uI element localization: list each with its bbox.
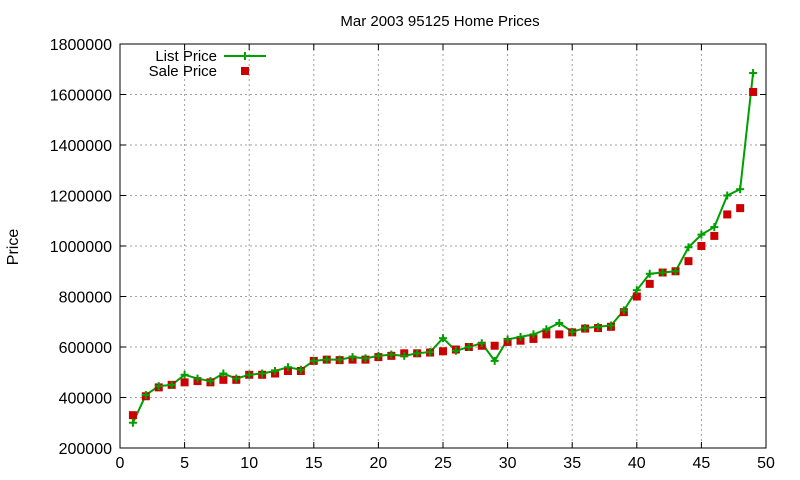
list-price-point	[594, 322, 603, 331]
list-price-point	[723, 191, 732, 200]
list-price-point	[309, 356, 318, 365]
list-price-point	[684, 243, 693, 252]
y-axis-label: Price	[5, 229, 22, 266]
list-price-point	[426, 348, 435, 357]
list-price-point	[477, 339, 486, 348]
sale-price-point	[180, 378, 189, 387]
list-price-point	[206, 377, 215, 386]
sale-price-point	[219, 375, 228, 384]
sale-price-point	[749, 87, 758, 96]
list-price-point	[736, 185, 745, 194]
legend-label-sale-price: Sale Price	[149, 63, 217, 80]
list-price-point	[322, 355, 331, 364]
sale-price-point	[542, 330, 551, 339]
sale-price-point	[684, 257, 693, 266]
list-price-point	[619, 306, 628, 315]
y-tick-label: 400000	[59, 391, 112, 408]
list-price-point	[749, 69, 758, 78]
y-tick-label: 1800000	[50, 37, 112, 54]
x-tick-label: 10	[240, 455, 258, 472]
legend-marker-sale-price-square	[241, 67, 249, 75]
list-price-point	[503, 335, 512, 344]
list-price-point	[154, 382, 163, 391]
x-tick-label: 30	[499, 455, 517, 472]
list-price-point	[141, 390, 150, 399]
sale-price-point	[439, 347, 447, 356]
legend-marker-sale-price	[241, 67, 249, 75]
list-price-point	[361, 354, 370, 363]
list-price-point	[658, 268, 667, 277]
list-price-point	[374, 351, 383, 360]
list-price-point	[387, 350, 396, 359]
list-price-point	[271, 366, 280, 375]
list-price-point	[516, 332, 525, 341]
list-price-point	[335, 355, 344, 364]
y-tick-label: 1200000	[50, 189, 112, 206]
list-price-point	[542, 325, 551, 334]
sale-price-point	[710, 231, 719, 240]
x-tick-label: 50	[757, 455, 775, 472]
x-tick-label: 25	[434, 455, 452, 472]
sale-price-point	[490, 341, 499, 350]
list-price-point	[245, 370, 254, 379]
list-price-point	[451, 346, 460, 355]
x-tick-label: 15	[305, 455, 323, 472]
sale-price-point	[697, 242, 706, 250]
x-tick-label: 45	[693, 455, 711, 472]
plot-area	[128, 69, 758, 427]
list-price-point	[568, 327, 577, 336]
sale-price-point	[632, 292, 641, 301]
list-price-point	[439, 334, 447, 343]
y-tick-label: 1400000	[50, 138, 112, 155]
legend-marker-list-price	[241, 52, 249, 60]
list-price-point	[529, 330, 538, 339]
list-price-point	[464, 343, 473, 351]
chart-title: Mar 2003 95125 Home Prices	[340, 13, 539, 30]
x-tick-label: 0	[116, 455, 125, 472]
list-price-point	[348, 353, 357, 362]
list-price-point	[413, 349, 422, 358]
list-price-point	[632, 286, 641, 295]
list-price-point	[193, 374, 202, 383]
sale-price-point	[128, 411, 137, 420]
list-price-point	[490, 356, 499, 365]
list-price-point	[296, 365, 305, 374]
list-price-point	[555, 319, 564, 328]
sale-price-point	[736, 204, 745, 213]
list-price-point	[645, 269, 654, 278]
list-price-point	[232, 374, 241, 383]
axes: 0 5 10 15 20 25 30 35 40 45 50 200000 400000 600000 80…	[50, 37, 775, 472]
list-price-point	[167, 380, 176, 389]
list-price-point	[219, 369, 228, 378]
legend-marker-list-price-plus	[241, 52, 249, 60]
sale-price-point	[555, 330, 564, 339]
y-tick-label: 600000	[59, 340, 112, 357]
legend-label-list-price: List Price	[155, 48, 217, 65]
list-price-point	[180, 370, 189, 379]
sale-price-point	[529, 334, 538, 343]
list-price-point	[258, 369, 267, 378]
x-tick-label: 20	[370, 455, 388, 472]
y-tick-label: 1600000	[50, 88, 112, 105]
sale-price-point	[723, 210, 732, 219]
list-price-point	[128, 418, 137, 427]
list-price-point	[697, 230, 706, 239]
list-price-point	[283, 363, 292, 372]
legend: List Price Sale Price	[149, 48, 266, 80]
list-price-point	[671, 267, 680, 276]
list-price-point	[581, 324, 590, 333]
list-price-point	[400, 351, 409, 360]
x-tick-label: 5	[180, 455, 189, 472]
y-tick-label: 200000	[59, 441, 112, 458]
x-tick-label: 40	[628, 455, 646, 472]
grid	[120, 44, 766, 448]
list-price-point	[710, 223, 719, 232]
sale-price-point	[645, 279, 654, 288]
x-tick-label: 35	[563, 455, 581, 472]
y-tick-label: 800000	[59, 290, 112, 307]
y-tick-label: 1000000	[50, 239, 112, 256]
list-price-point	[606, 321, 615, 330]
